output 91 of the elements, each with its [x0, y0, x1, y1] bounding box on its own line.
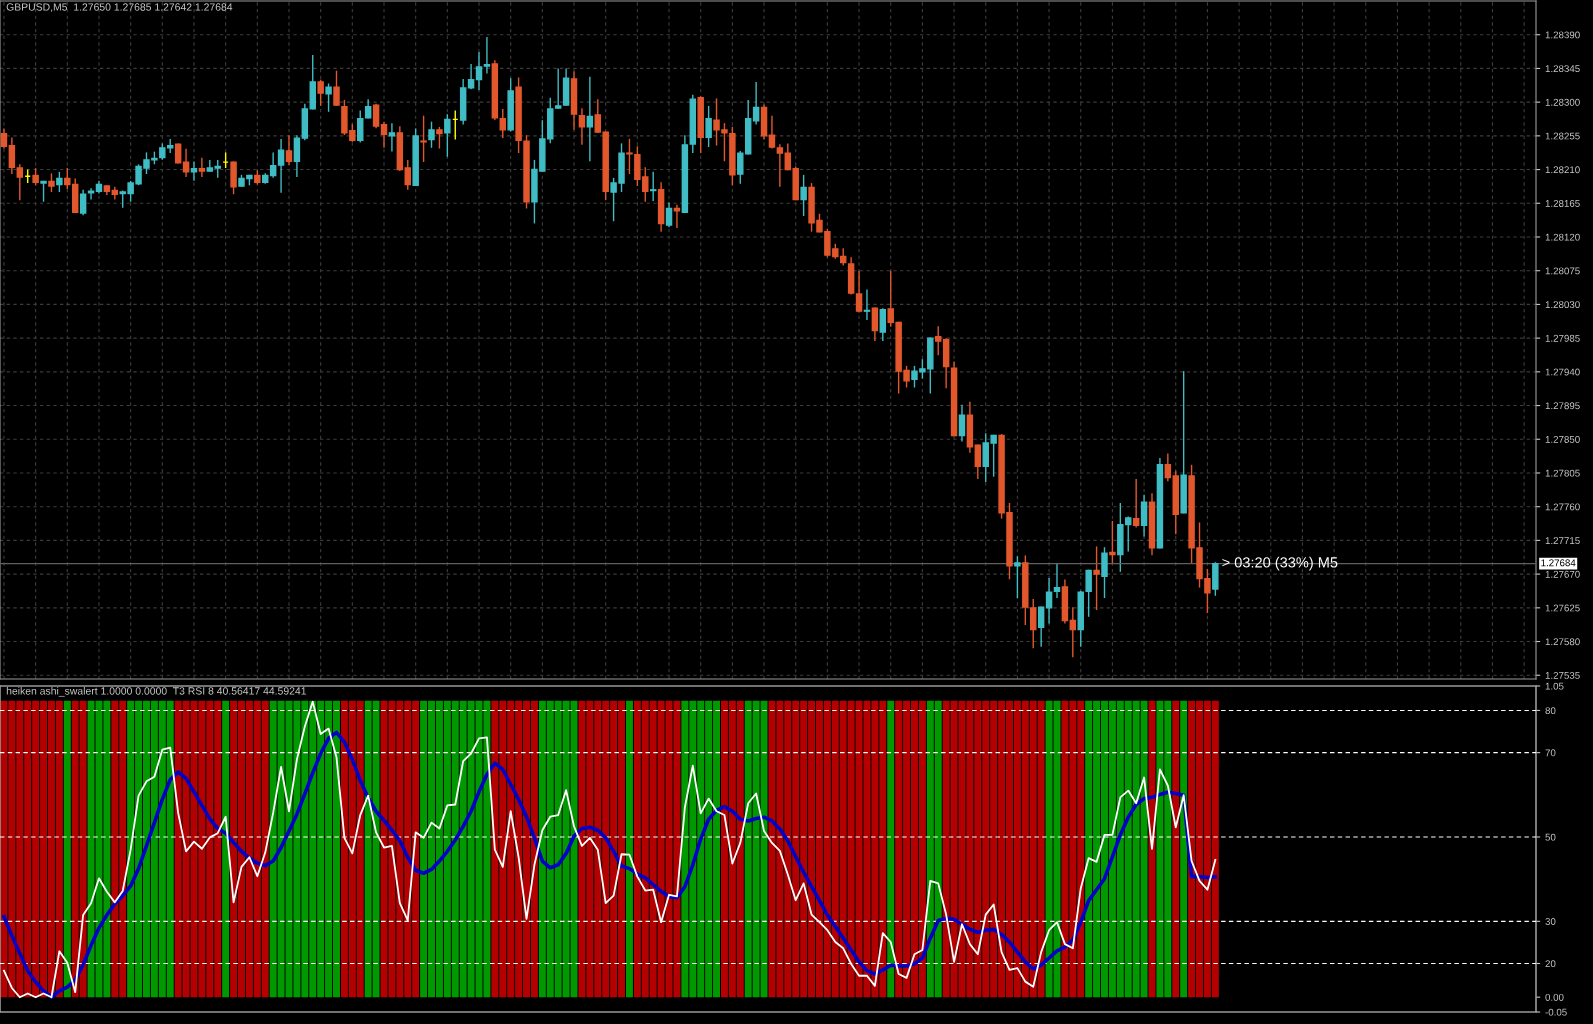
candlestick — [357, 110, 364, 143]
y-tick-label: 1.28345 — [1545, 65, 1580, 73]
candlestick — [182, 148, 190, 178]
y-tick-label: 1.27535 — [1545, 671, 1580, 679]
y-tick-label: 1.27670 — [1545, 570, 1580, 578]
y-tick-label: 0.00 — [1545, 993, 1564, 1001]
candlestick — [705, 105, 712, 148]
y-tick-label: 1.28165 — [1545, 200, 1580, 207]
y-tick-label: 1.27985 — [1545, 334, 1580, 342]
candlestick — [879, 308, 887, 342]
candlestick — [40, 180, 47, 202]
y2-tick-label: 30 — [1545, 918, 1556, 925]
candlestick — [776, 144, 784, 187]
candlestick — [198, 157, 206, 178]
y2-tick-label: 80 — [1545, 707, 1556, 715]
chart-title: GBPUSD,M5 1.27650 1.27685 1.27642 1.27684 — [6, 3, 233, 12]
y-tick-label: 1.28030 — [1545, 301, 1580, 309]
y-tick-label: 1.28390 — [1545, 31, 1580, 39]
candlestick — [277, 138, 285, 193]
candlestick — [269, 152, 277, 178]
y-tick-label: 1.27625 — [1545, 604, 1580, 612]
candlestick — [958, 404, 966, 442]
ref-line-label: 1.27684 — [1541, 559, 1576, 567]
candlestick — [1140, 494, 1148, 537]
candlestick — [317, 79, 324, 106]
y-tick-label: 1.27805 — [1545, 469, 1580, 477]
candlestick — [190, 161, 198, 181]
y-tick-label: 1.27760 — [1545, 503, 1580, 511]
candlestick — [863, 289, 871, 321]
candlestick — [752, 81, 760, 125]
annotation: > 03:20 (33%) M5 — [1222, 556, 1338, 571]
y-tick-label: 1.27895 — [1545, 402, 1580, 410]
y-tick-label: 1.27715 — [1545, 537, 1580, 545]
candlestick — [800, 174, 807, 216]
y-tick-label: 1.27850 — [1545, 436, 1580, 443]
candlestick — [293, 135, 301, 178]
y-tick-label: 1.27580 — [1545, 638, 1580, 646]
candlestick — [1132, 479, 1140, 528]
candlestick — [578, 108, 586, 145]
y-tick-label: 1.28300 — [1545, 98, 1580, 106]
candlestick — [79, 189, 87, 216]
candlestick — [483, 37, 491, 74]
candlestick — [1093, 546, 1100, 611]
candlestick — [1069, 607, 1077, 658]
candlestick — [325, 83, 332, 112]
chart-title: heiken ashi_swalert 1.0000 0.0000 T3 RSI 8 40.56417 44.59241 — [6, 686, 307, 697]
candlestick — [0, 128, 8, 149]
candlestick — [855, 270, 863, 313]
candlestick — [16, 164, 24, 201]
y-tick-label: -0.05 — [1545, 1008, 1567, 1016]
candlestick — [388, 123, 396, 152]
candlestick — [871, 307, 879, 342]
candlestick — [475, 51, 483, 91]
y-tick-label: 1.28075 — [1545, 267, 1580, 275]
candlestick — [206, 159, 214, 172]
candlestick — [1014, 556, 1021, 599]
candlestick — [372, 103, 380, 129]
candlestick — [1101, 547, 1108, 599]
candlestick — [934, 326, 942, 356]
candlestick — [467, 63, 475, 90]
y2-tick-label: 50 — [1545, 833, 1556, 841]
candlestick — [404, 159, 411, 190]
candlestick — [56, 171, 63, 192]
candlestick — [1164, 453, 1172, 482]
candlestick — [1053, 562, 1061, 599]
candlestick — [420, 115, 427, 163]
candlestick — [649, 171, 657, 201]
candlestick — [444, 114, 451, 157]
y-tick-label: 1.28120 — [1545, 233, 1580, 241]
y-tick-label: 1.27940 — [1545, 368, 1580, 376]
candlestick — [499, 108, 506, 139]
candlestick — [1109, 520, 1116, 564]
candlestick — [8, 137, 16, 175]
candlestick — [428, 121, 435, 148]
candlestick — [1037, 606, 1045, 647]
y2-tick-label: 20 — [1545, 960, 1556, 968]
candlestick — [665, 202, 673, 228]
y-tick-label: 1.28210 — [1545, 166, 1580, 174]
candlestick — [285, 135, 293, 166]
candlestick — [380, 121, 388, 148]
candlestick — [768, 115, 776, 149]
candlestick — [554, 68, 562, 109]
y-tick-label: 1.05 — [1545, 682, 1564, 690]
candlestick — [333, 70, 340, 106]
candlestick — [586, 76, 594, 162]
y2-tick-label: 70 — [1545, 749, 1556, 757]
candlestick — [1045, 577, 1053, 624]
y-tick-label: 1.28255 — [1545, 132, 1580, 140]
candlestick — [436, 126, 443, 149]
candlestick — [174, 143, 182, 164]
candlestick — [974, 444, 982, 479]
